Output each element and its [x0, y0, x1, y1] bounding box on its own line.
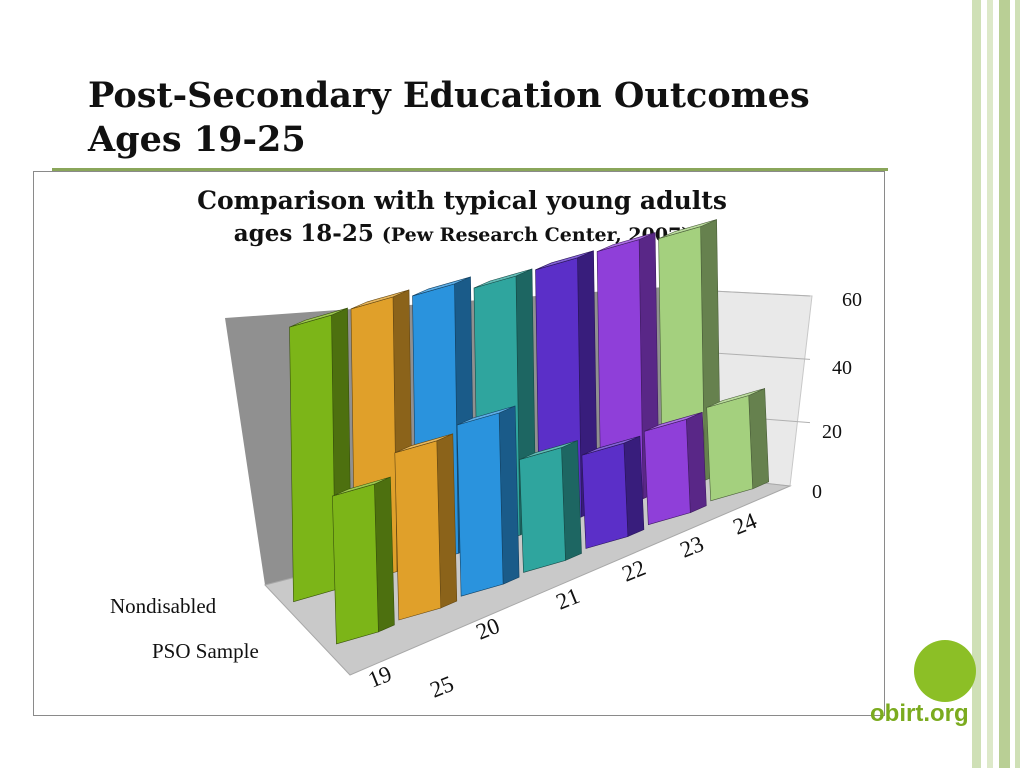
bar-top [332, 476, 391, 497]
chart-title-source: (Pew Research Center, 2007) [381, 224, 691, 246]
bar-top [706, 388, 765, 408]
bar-front [519, 447, 566, 573]
logo-text: obirt.org [870, 700, 969, 727]
bar-front [456, 412, 504, 597]
logo-circle-icon [914, 640, 976, 702]
bar-front [581, 442, 629, 549]
bar-pso-sample-21 [456, 405, 520, 597]
bar-top [519, 440, 578, 460]
bar-pso-sample-22 [519, 440, 582, 573]
stripe [987, 0, 993, 768]
bar-top [394, 433, 453, 454]
bar-top [412, 276, 471, 297]
slide-title-line1: Post-Secondary Education Outcomes [88, 75, 810, 116]
bar-top [658, 219, 717, 239]
bar-front [332, 483, 379, 645]
stripe [999, 0, 1010, 768]
bar-pso-sample-19 [332, 476, 395, 645]
x-tick-label: 25 [427, 671, 458, 703]
y-tick-label: 20 [822, 421, 842, 443]
bar-front [706, 395, 754, 502]
y-tick-label: 0 [812, 481, 822, 503]
slide-title-line2: Ages 19-25 [88, 119, 306, 160]
bar-top [596, 232, 656, 252]
series-axis-label: PSO Sample [152, 639, 259, 663]
y-tick-label: 60 [842, 289, 862, 311]
stripe [1015, 0, 1020, 768]
bar-top [535, 250, 594, 271]
bar-pso-sample-20 [394, 433, 458, 621]
chart-title-line2-main: ages 18-25 [233, 220, 374, 247]
bar-top [350, 289, 410, 310]
chart-title-line1: Comparison with typical young adults [197, 186, 727, 215]
bar-top [289, 307, 348, 328]
bar-front [289, 314, 336, 603]
bar-top [456, 405, 516, 426]
title-underline [52, 168, 888, 171]
y-tick-label: 40 [832, 357, 852, 379]
bar-pso-sample-25 [706, 388, 770, 502]
bar-front [643, 418, 691, 526]
x-tick-label: 24 [730, 508, 761, 540]
bar-pso-sample-23 [581, 435, 645, 549]
stripe [972, 0, 981, 768]
bar-front [394, 440, 442, 621]
bar-top [644, 412, 703, 432]
chart-title-line2: ages 18-25 (Pew Research Center, 2007) [0, 218, 924, 251]
bar-pso-sample-24 [643, 411, 707, 526]
slide-title: Post-Secondary Education Outcomes Ages 1… [88, 74, 810, 162]
x-tick-label: 21 [553, 583, 584, 615]
bar-top [473, 268, 533, 289]
series-axis-label: Nondisabled [110, 594, 217, 618]
chart-title: Comparison with typical young adults age… [0, 184, 924, 251]
bar-top [581, 435, 641, 456]
x-tick-label: 22 [619, 555, 650, 587]
decorative-stripes [972, 0, 1024, 768]
x-tick-label: 23 [677, 531, 708, 563]
